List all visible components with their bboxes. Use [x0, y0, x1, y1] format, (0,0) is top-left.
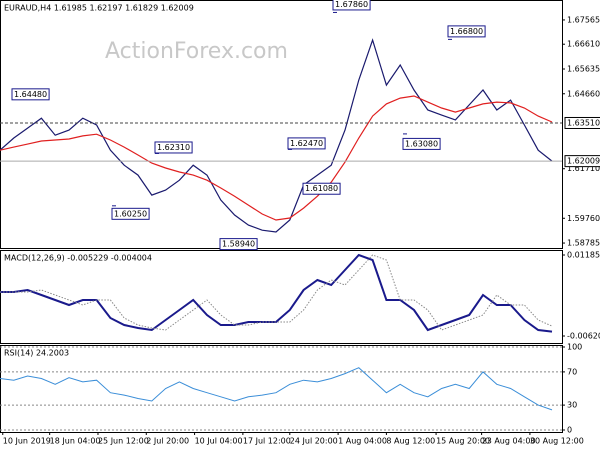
price-label: 1.63510	[567, 118, 600, 127]
y-tick-label: 70	[567, 367, 577, 376]
y-tick-label: 0.011856	[567, 250, 600, 259]
watermark: ActionForex.com	[105, 39, 288, 64]
y-tick-label: 30	[567, 401, 577, 410]
label-box	[302, 182, 341, 195]
x-tick-label: 1 Aug 04:00	[338, 437, 387, 446]
x-tick-label: 8 Aug 12:00	[386, 437, 435, 446]
label-box	[11, 88, 50, 101]
panel-title: EURAUD,H4 1.61985 1.62197 1.61829 1.6200…	[4, 4, 194, 13]
x-tick-label: 24 Jul 20:00	[290, 437, 338, 446]
y-tick-label: 100	[567, 342, 582, 351]
panel: 0.011856 -0.006206 MACD(12,26,9) -0.005229…	[0, 250, 600, 344]
panel-title: MACD(12,26,9) -0.005229 -0.004004	[4, 254, 152, 263]
y-tick-label: 1.66610	[567, 40, 600, 49]
price-label: 1.62310	[157, 143, 190, 152]
label-box	[402, 137, 441, 150]
price-label: 1.67860	[335, 0, 368, 9]
panel-frame	[0, 345, 563, 433]
y-tick-label: 0	[567, 426, 572, 435]
y-tick-label: 1.59760	[567, 214, 600, 223]
x-tick-label: 10 Jun 2019	[3, 437, 51, 446]
price-label: 1.63080	[405, 139, 438, 148]
panel-frame	[0, 250, 563, 344]
y-tick-label: 1.67565	[567, 15, 600, 24]
price-label: 1.64480	[14, 90, 47, 99]
label-box	[154, 141, 193, 154]
y-tick-label: 1.58785	[567, 239, 600, 248]
label-box	[332, 0, 371, 11]
y-tick-label: 1.64660	[567, 89, 600, 98]
panel: ActionForex.com 1.67565 1.66610 1.65635 1.64…	[0, 0, 600, 251]
x-tick-label: 17 Jul 12:00	[243, 437, 291, 446]
x-tick-label: 10 Jul 04:00	[195, 437, 243, 446]
y-tick-label: 1.61710	[567, 164, 600, 173]
price-label: 1.60250	[114, 209, 147, 218]
series-line	[0, 95, 553, 221]
price-label: 1.62009	[567, 157, 600, 166]
x-tick-label: 2 Jul 20:00	[146, 437, 189, 446]
x-tick-label: 23 Aug 04:00	[482, 437, 536, 446]
x-tick-label: 15 Aug 20:00	[436, 437, 490, 446]
label-box	[287, 137, 326, 150]
label-box	[564, 155, 600, 168]
x-tick-label: 25 Jun 12:00	[98, 437, 149, 446]
label-box	[447, 25, 486, 38]
panel-title: RSI(14) 24.2003	[4, 349, 69, 358]
panel-frame	[0, 0, 563, 249]
y-tick-label: -0.006206	[567, 331, 600, 340]
label-box	[219, 238, 258, 251]
series-line	[0, 254, 553, 331]
series-line	[0, 367, 553, 411]
series-line	[0, 253, 553, 333]
label-box	[564, 116, 600, 129]
x-tick-label: 18 Jun 04:00	[50, 437, 101, 446]
x-tick-label: 30 Aug 12:00	[530, 437, 584, 446]
price-label: 1.61080	[305, 184, 338, 193]
price-label: 1.66800	[450, 27, 483, 36]
price-label: 1.58940	[222, 240, 255, 249]
label-box	[111, 207, 150, 220]
price-label: 1.62470	[290, 139, 323, 148]
y-tick-label: 1.65635	[567, 64, 600, 73]
